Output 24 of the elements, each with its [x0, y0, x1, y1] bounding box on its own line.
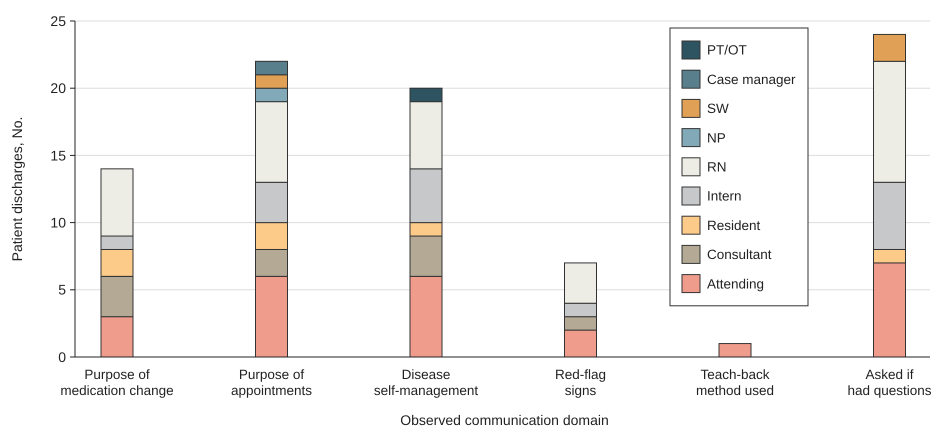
y-tick-label: 25	[50, 12, 66, 29]
legend-label: RN	[707, 160, 726, 175]
x-tick-label: Red-flag signs	[554, 367, 606, 398]
x-tick-label: Purpose of appointments	[230, 367, 312, 398]
legend-label: SW	[707, 101, 730, 116]
y-tick-label: 20	[50, 80, 66, 96]
legend-label: Resident	[707, 218, 761, 233]
x-tick-label: Teach-back method used	[696, 367, 774, 398]
y-tick-label: 15	[50, 147, 66, 164]
legend-label: Case manager	[707, 72, 796, 87]
legend-label: Intern	[707, 188, 742, 204]
x-tick-label: Disease self-management	[374, 367, 478, 398]
x-tick-label: Asked if had questions	[847, 367, 932, 398]
y-tick-label: 10	[50, 214, 66, 230]
legend-label: NP	[707, 130, 726, 146]
x-tick-label: Purpose of medication change	[60, 367, 174, 398]
legend-label: Consultant	[707, 247, 772, 262]
legend-label: PT/OT	[707, 42, 747, 58]
y-axis-title: Patient discharges, No.	[9, 116, 25, 262]
x-axis-title: Observed communication domain	[400, 412, 609, 428]
y-tick-label: 0	[58, 348, 66, 365]
bar	[718, 343, 752, 358]
legend-label: Attending	[707, 276, 764, 292]
y-tick-label: 5	[58, 282, 66, 298]
